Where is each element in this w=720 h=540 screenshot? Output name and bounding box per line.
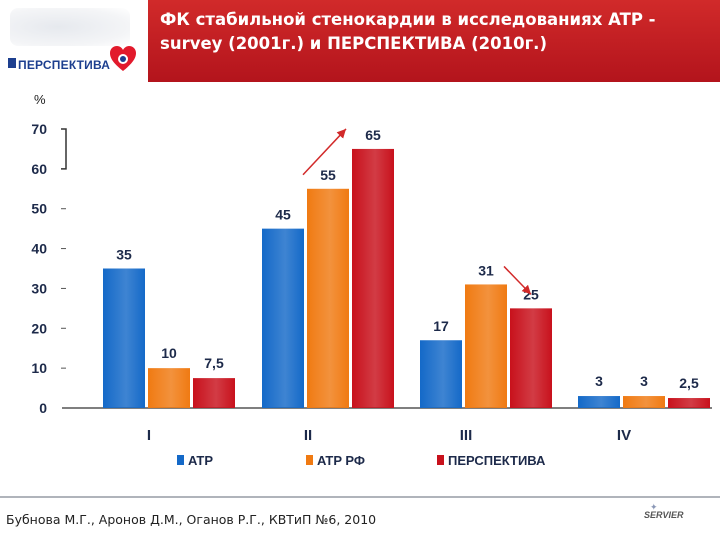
legend-swatch [306, 455, 313, 465]
trend-arrow [302, 128, 347, 176]
footer-divider [0, 496, 720, 498]
y-axis-label: % [34, 92, 46, 107]
data-label: 31 [478, 262, 494, 278]
data-label: 10 [161, 345, 177, 361]
bar-I-ATP [103, 268, 145, 408]
data-label: 65 [365, 127, 381, 143]
data-label: 45 [275, 207, 291, 223]
bar-IV-ATP [578, 396, 620, 408]
brand-logo: SERVIER [644, 510, 684, 520]
trend-arrow [503, 265, 532, 295]
category-label: III [460, 427, 473, 444]
logo-text: ПЕРСПЕКТИВА [18, 58, 111, 72]
category-label: I [147, 427, 151, 444]
data-label: 55 [320, 167, 336, 183]
legend-swatch [177, 455, 184, 465]
heart-icon [110, 46, 136, 71]
data-label: 2,5 [679, 375, 699, 391]
header-bar: ПЕРСПЕКТИВА ФК стабильной стенокардии в … [0, 0, 720, 82]
bar-I-ATP РФ [148, 368, 190, 408]
page-title: ФК стабильной стенокардии в исследования… [160, 10, 656, 53]
bar-II-ПЕРСПЕКТИВА [352, 148, 394, 408]
y-tick-label: 60 [31, 161, 47, 177]
y-tick-label: 40 [31, 241, 47, 257]
logo: ПЕРСПЕКТИВА [0, 0, 148, 82]
data-label: 3 [640, 373, 648, 389]
category-label: IV [617, 427, 631, 444]
y-tick-label: 70 [31, 121, 47, 137]
y-tick-label: 10 [31, 360, 47, 376]
data-label: 35 [116, 247, 132, 263]
logo-mark-icon [8, 58, 16, 68]
y-axis-bracket [61, 128, 67, 170]
y-tick-label: 30 [31, 280, 47, 296]
legend-swatch [437, 455, 444, 465]
data-label: 7,5 [204, 355, 224, 371]
legend-label: ATP РФ [317, 453, 365, 468]
data-label: 3 [595, 373, 603, 389]
legend-label: ПЕРСПЕКТИВА [448, 453, 546, 468]
citation: Бубнова М.Г., Аронов Д.М., Оганов Р.Г., … [6, 512, 377, 527]
map-graphic [10, 8, 130, 46]
bar-III-ATP РФ [465, 284, 507, 408]
bar-I-ПЕРСПЕКТИВА [193, 378, 235, 408]
bar-III-ПЕРСПЕКТИВА [510, 308, 552, 408]
bar-II-ATP РФ [307, 188, 349, 408]
legend-label: ATP [188, 453, 213, 468]
y-tick-label: 50 [31, 201, 47, 217]
category-label: II [304, 427, 312, 444]
bar-IV-ПЕРСПЕКТИВА [668, 398, 710, 408]
y-tick-label: 20 [31, 320, 47, 336]
bar-IV-ATP РФ [623, 396, 665, 408]
y-tick-label: 0 [39, 400, 47, 416]
bar-III-ATP [420, 340, 462, 408]
data-label: 17 [433, 318, 449, 334]
bar-chart: %01020304050607035107,5I455565II173125II… [31, 92, 712, 468]
servier-logo-icon: ✦ [650, 502, 658, 512]
bar-II-ATP [262, 228, 304, 408]
